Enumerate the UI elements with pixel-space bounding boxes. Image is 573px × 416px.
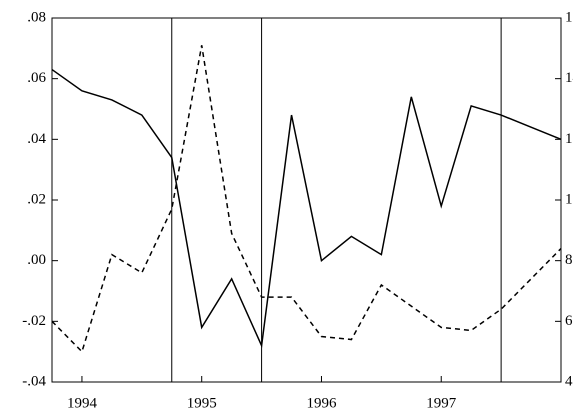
- y-tick-label: .00: [27, 252, 46, 268]
- y-tick-label: -.02: [22, 313, 46, 329]
- x-tick-label: 1994: [67, 395, 98, 411]
- x-tick-label: 1997: [426, 395, 457, 411]
- y-tick-label: -.04: [22, 373, 46, 389]
- y2-tick-label: 6: [565, 313, 573, 329]
- y-tick-label: .08: [27, 9, 46, 25]
- y2-tick-label: 8: [565, 252, 573, 268]
- y-tick-label: .06: [27, 70, 46, 86]
- y2-tick-label: 14: [565, 70, 573, 86]
- y-tick-label: .02: [27, 191, 46, 207]
- series-line: [51, 68, 562, 349]
- series-line: [51, 45, 562, 354]
- y2-tick-label: 10: [565, 191, 573, 207]
- x-tick-label: 1995: [187, 395, 217, 411]
- x-tick-label: 1996: [306, 395, 337, 411]
- y2-tick-label: 12: [565, 131, 573, 147]
- y2-tick-label: 16: [565, 9, 573, 25]
- plot-frame: [51, 17, 562, 383]
- y-tick-label: .04: [27, 131, 46, 147]
- y2-tick-label: 4: [565, 373, 573, 389]
